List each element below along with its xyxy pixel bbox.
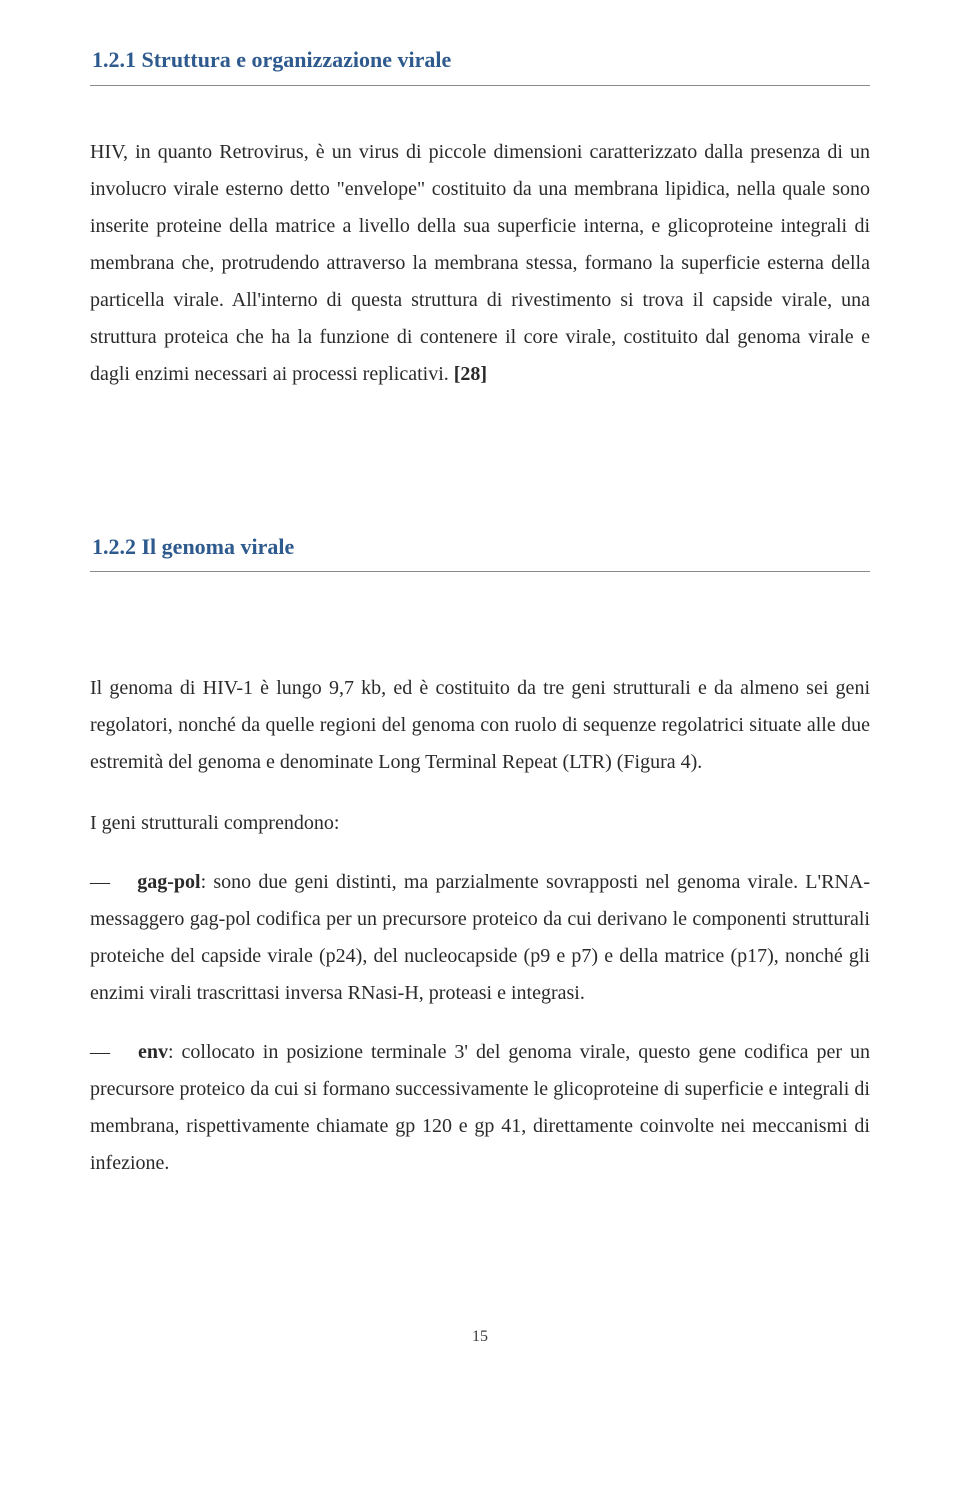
section2-paragraph: Il genoma di HIV-1 è lungo 9,7 kb, ed è … [90, 670, 870, 781]
list-item-2: — env: collocato in posizione terminale … [90, 1034, 870, 1182]
heading-rule-1 [90, 85, 870, 86]
heading-body-gap [90, 620, 870, 670]
section1-ref: [28] [454, 363, 487, 385]
list-intro: I geni strutturali comprendono: [90, 805, 870, 842]
heading-rule-2 [90, 571, 870, 572]
list-label-2: env [138, 1041, 168, 1063]
list-text-2: : collocato in posizione terminale 3' de… [90, 1041, 870, 1174]
list-dash-2: — [90, 1034, 130, 1071]
section-heading-1: 1.2.1 Struttura e organizzazione virale [90, 40, 870, 81]
section1-text: HIV, in quanto Retrovirus, è un virus di… [90, 141, 870, 385]
list-label-1: gag-pol [137, 871, 200, 893]
section-heading-2: 1.2.2 Il genoma virale [90, 527, 870, 568]
list-text-1: : sono due geni distinti, ma parzialment… [90, 871, 870, 1004]
list-dash-1: — [90, 864, 130, 901]
section1-paragraph: HIV, in quanto Retrovirus, è un virus di… [90, 134, 870, 393]
page-number: 15 [90, 1322, 870, 1352]
list-item-1: — gag-pol: sono due geni distinti, ma pa… [90, 864, 870, 1012]
section-gap-1 [90, 417, 870, 527]
